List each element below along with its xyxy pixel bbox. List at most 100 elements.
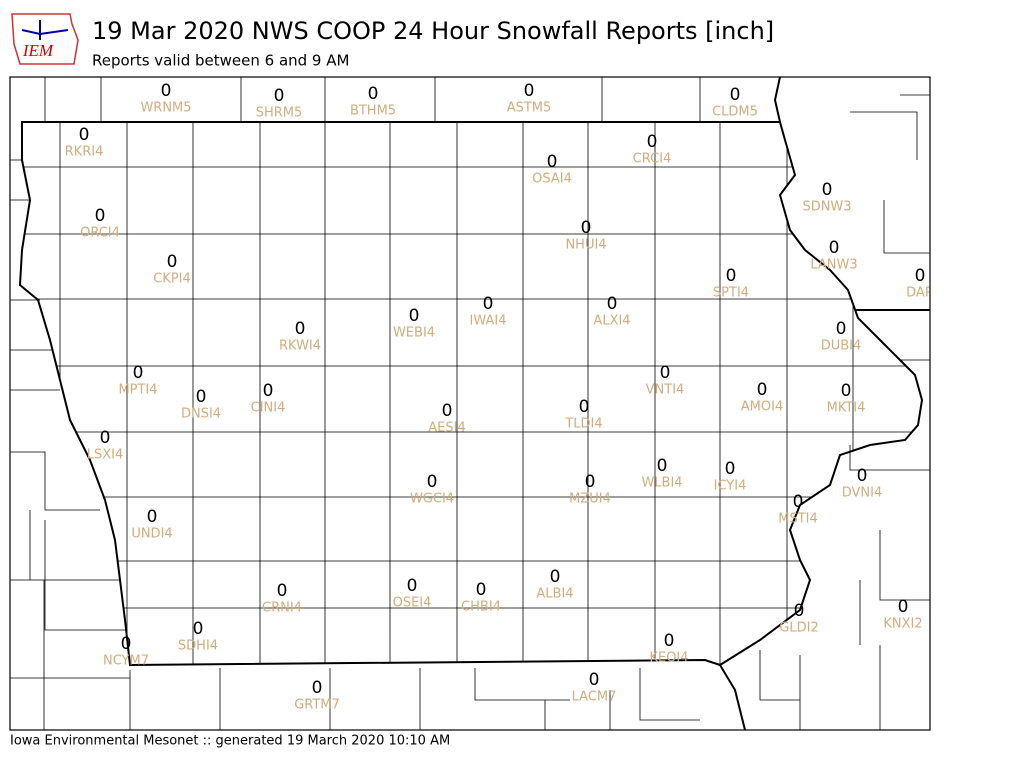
snowfall-value: 0 [793, 492, 804, 512]
station-id: RKWI4 [279, 339, 321, 354]
snowfall-value: 0 [274, 86, 285, 106]
station-id: CRCI4 [633, 152, 672, 167]
station-id: ASTM5 [507, 101, 552, 116]
snowfall-value: 0 [121, 634, 132, 654]
station-id: ALBI4 [536, 587, 573, 602]
snowfall-value: 0 [898, 597, 909, 617]
snowfall-value: 0 [836, 319, 847, 339]
station-id: WGCI4 [410, 492, 454, 507]
station-id: MKTI4 [827, 401, 866, 416]
snowfall-value: 0 [476, 580, 487, 600]
snowfall-value: 0 [407, 576, 418, 596]
station-id: BTHM5 [350, 104, 396, 119]
snowfall-value: 0 [725, 459, 736, 479]
snowfall-value: 0 [915, 266, 926, 286]
snowfall-value: 0 [442, 401, 453, 421]
station-id: LSXI4 [87, 448, 124, 463]
snowfall-value: 0 [657, 456, 668, 476]
snowfall-value: 0 [547, 152, 558, 172]
station-id: AESI4 [428, 421, 465, 436]
subtitle: Reports valid between 6 and 9 AM [92, 52, 349, 70]
station-id: VNTI4 [646, 383, 685, 398]
snowfall-value: 0 [161, 81, 172, 101]
snowfall-value: 0 [100, 428, 111, 448]
snowfall-value: 0 [409, 306, 420, 326]
station-id: UNDI4 [131, 527, 172, 542]
station-id: MPTI4 [118, 383, 157, 398]
station-id: DVNI4 [842, 486, 883, 501]
station-id: SHRM5 [256, 106, 303, 121]
snowfall-value: 0 [829, 238, 840, 258]
station-id: IWAI4 [470, 314, 507, 329]
snowfall-value: 0 [368, 84, 379, 104]
snowfall-value: 0 [277, 581, 288, 601]
snowfall-value: 0 [147, 507, 158, 527]
station-id: SDHI4 [178, 639, 218, 654]
snowfall-value: 0 [589, 670, 600, 690]
snowfall-value: 0 [579, 397, 590, 417]
snowfall-value: 0 [167, 252, 178, 272]
station-id: MSTI4 [778, 512, 818, 527]
map-frame [9, 76, 931, 731]
station-id: CLDM5 [712, 105, 758, 120]
title: 19 Mar 2020 NWS COOP 24 Hour Snowfall Re… [92, 17, 774, 45]
station-id: DUBI4 [821, 339, 862, 354]
station-id: CRNI4 [262, 601, 302, 616]
station-id: LACM7 [572, 690, 617, 705]
basemap: WRNM50SHRM50BTHM50ASTM50CLDM50RKRI40CRCI… [10, 77, 934, 730]
station-id: MZUI4 [569, 492, 611, 507]
snowfall-value: 0 [79, 125, 90, 145]
station-id: GRTM7 [294, 698, 340, 713]
snowfall-value: 0 [196, 387, 207, 407]
station-id: CKPI4 [153, 272, 191, 287]
station-id: ALXI4 [593, 314, 630, 329]
snowfall-value: 0 [841, 381, 852, 401]
station-id: NCYM7 [103, 654, 149, 669]
snowfall-value: 0 [312, 678, 323, 698]
snowfall-value: 0 [794, 601, 805, 621]
station-id: GLDI2 [779, 621, 818, 636]
station-id: KNXI2 [883, 617, 922, 632]
snowfall-value: 0 [550, 567, 561, 587]
snowfall-value: 0 [647, 132, 658, 152]
station-id: TLDI4 [564, 417, 602, 432]
snowfall-value: 0 [524, 81, 535, 101]
station-id: DNSI4 [181, 407, 221, 422]
station-id: CHBI4 [461, 600, 501, 615]
snowfall-value: 0 [585, 472, 596, 492]
snowfall-value: 0 [427, 472, 438, 492]
logo-text: IEM [22, 41, 54, 60]
station-id: LANW3 [810, 258, 857, 273]
station-id: ICYI4 [714, 479, 747, 494]
station-id: OSAI4 [532, 172, 572, 187]
snowfall-value: 0 [263, 381, 274, 401]
station-id: WEBI4 [393, 326, 435, 341]
footer: Iowa Environmental Mesonet :: generated … [10, 734, 450, 749]
snowfall-value: 0 [483, 294, 494, 314]
snowfall-value: 0 [295, 319, 306, 339]
snowfall-value: 0 [726, 266, 737, 286]
station-id: KEOI4 [649, 651, 688, 666]
snowfall-value: 0 [581, 218, 592, 238]
snowfall-value: 0 [95, 206, 106, 226]
snowfall-value: 0 [857, 466, 868, 486]
station-id: WLBI4 [641, 476, 682, 491]
snowfall-value: 0 [730, 85, 741, 105]
station-id: AMOI4 [741, 400, 783, 415]
snowfall-value: 0 [193, 619, 204, 639]
station-id: SPTI4 [713, 286, 749, 301]
snowfall-value: 0 [133, 363, 144, 383]
station-id: CINI4 [251, 401, 286, 416]
station-id: WRNM5 [140, 101, 191, 116]
station-id: OSEI4 [393, 596, 432, 611]
snowfall-value: 0 [664, 631, 675, 651]
snowfall-value: 0 [607, 294, 618, 314]
station-id: DAR [906, 286, 934, 301]
logo: IEM [11, 13, 79, 65]
station-id: NHUI4 [565, 238, 606, 253]
snowfall-value: 0 [757, 380, 768, 400]
snowfall-value: 0 [822, 180, 833, 200]
station-id: RKRI4 [65, 145, 104, 160]
